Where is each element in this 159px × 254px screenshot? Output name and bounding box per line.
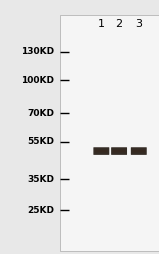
Text: 130KD: 130KD <box>21 47 54 56</box>
FancyBboxPatch shape <box>93 147 109 155</box>
Text: 1: 1 <box>98 19 105 29</box>
Text: 3: 3 <box>135 19 142 29</box>
Text: 25KD: 25KD <box>27 206 54 215</box>
Text: 2: 2 <box>115 19 123 29</box>
FancyBboxPatch shape <box>131 147 147 155</box>
FancyBboxPatch shape <box>113 150 125 152</box>
Bar <box>60 15 159 251</box>
FancyBboxPatch shape <box>132 150 145 152</box>
Text: 35KD: 35KD <box>27 175 54 184</box>
FancyBboxPatch shape <box>111 147 127 155</box>
Text: 55KD: 55KD <box>27 137 54 146</box>
Text: 70KD: 70KD <box>27 109 54 118</box>
FancyBboxPatch shape <box>95 150 108 152</box>
Text: 100KD: 100KD <box>21 76 54 85</box>
